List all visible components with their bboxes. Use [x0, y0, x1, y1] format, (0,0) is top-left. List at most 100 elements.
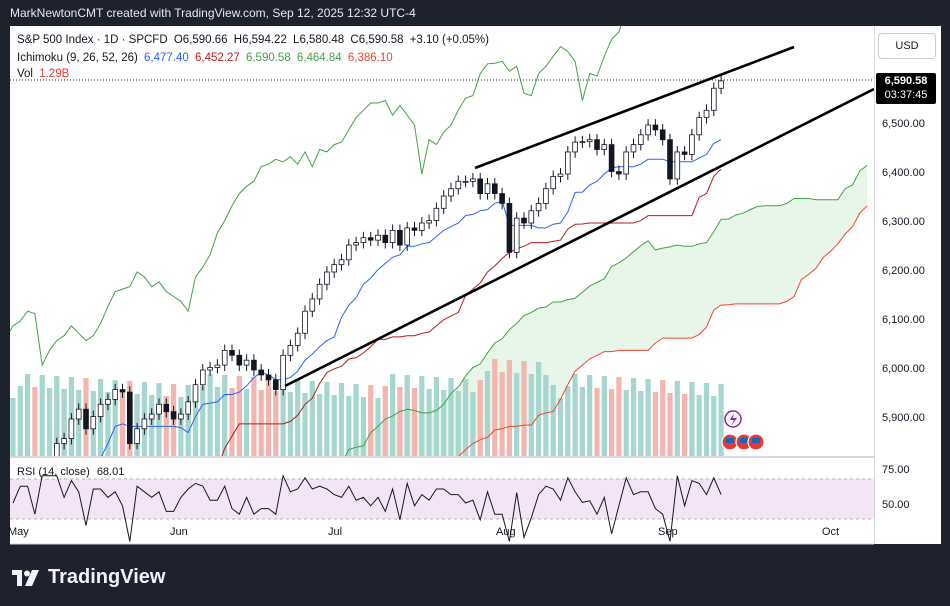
- legend-symbol-row: S&P 500 Index · 1D · SPCFD O6,590.66 H6,…: [17, 34, 492, 46]
- volume-bar: [601, 376, 607, 456]
- volume-bar: [499, 372, 505, 456]
- rsi-legend[interactable]: RSI (14, close) 68.01: [17, 466, 124, 478]
- candle-body: [703, 109, 710, 119]
- candle-body: [207, 367, 213, 371]
- candle-body: [696, 117, 702, 136]
- candle-body: [265, 374, 272, 381]
- volume-bar: [506, 360, 512, 456]
- chart-misc: [10, 79, 874, 451]
- candle-body: [302, 310, 308, 334]
- legend-open: O6,590.66: [173, 34, 228, 46]
- volume-bar: [660, 380, 666, 456]
- volume-bar: [689, 382, 695, 456]
- volume-bar: [222, 375, 228, 456]
- volume-bar: [353, 384, 359, 456]
- volume-bar: [411, 388, 418, 456]
- candle-body: [616, 171, 622, 175]
- volume-bar: [390, 374, 396, 456]
- candle-body: [448, 188, 454, 197]
- ichimoku-span-a-line: [344, 165, 868, 456]
- candle-body: [338, 259, 345, 266]
- tradingview-footer: TradingView: [12, 566, 165, 589]
- legend-volume-row[interactable]: Vol 1.29B: [17, 68, 72, 80]
- volume-bar: [39, 375, 45, 456]
- legend-low: L6,580.48: [293, 34, 345, 46]
- volume-bar: [492, 359, 498, 456]
- currency-button[interactable]: USD: [878, 33, 936, 59]
- candle-body: [199, 369, 206, 386]
- volume-bar: [638, 391, 644, 456]
- candle-body: [251, 359, 257, 371]
- last-price-label: 6,590.58 03:37:45: [876, 73, 936, 104]
- candle-body: [535, 202, 542, 212]
- legend-ichimoku-row[interactable]: Ichimoku (9, 26, 52, 26) 6,477.40 6,452.…: [17, 52, 396, 64]
- rsi-band: [10, 479, 874, 519]
- ichimoku-span-b-line: [458, 205, 868, 456]
- volume-bar: [280, 379, 286, 456]
- candle-body: [652, 124, 659, 131]
- volume-bar: [251, 377, 257, 456]
- candle-body: [243, 359, 250, 366]
- volume-bar: [609, 389, 615, 456]
- time-tick-label: Sep: [658, 526, 678, 538]
- candle-body: [214, 364, 221, 368]
- volume-bar: [718, 384, 724, 456]
- candle-body: [455, 180, 462, 190]
- legend-ichimoku-label[interactable]: Ichimoku (9, 26, 52, 26): [17, 52, 138, 64]
- volume-bar: [309, 381, 315, 456]
- price-tick-label: 6,200.00: [882, 265, 925, 277]
- volume-bar: [550, 385, 556, 456]
- volume-bar: [302, 393, 308, 456]
- rsi-value: 68.01: [96, 466, 125, 478]
- volume-bar: [112, 380, 118, 456]
- candle-body: [331, 264, 337, 273]
- price-axis[interactable]: [874, 26, 941, 544]
- volume-bar: [32, 387, 38, 456]
- volume-bar: [484, 371, 491, 456]
- volume-bar: [579, 387, 585, 456]
- volume-bar: [207, 374, 213, 456]
- candle-body: [360, 237, 367, 243]
- rsi-line: [12, 474, 722, 542]
- volume-bar: [192, 398, 199, 456]
- volume-bar: [623, 390, 629, 456]
- legend-ichimoku-span-b: 6,386.10: [347, 52, 393, 64]
- candle-body: [382, 234, 389, 243]
- volume-bar: [426, 389, 432, 456]
- candle-body: [272, 379, 279, 390]
- volume-bar: [54, 376, 60, 456]
- us-flag-stripe: [726, 438, 734, 443]
- volume-bar: [200, 386, 206, 456]
- candle-body: [375, 234, 381, 241]
- ichimoku-cloud-fill: [345, 165, 868, 456]
- last-price-value: 6,590.58: [884, 75, 928, 87]
- candle-body: [630, 144, 637, 153]
- volume-bar: [477, 380, 483, 456]
- candle-body: [75, 408, 82, 420]
- volume-bar: [185, 385, 191, 456]
- candle-body: [294, 332, 301, 346]
- candle-body: [711, 87, 717, 111]
- rsi-label[interactable]: RSI (14, close): [17, 466, 90, 478]
- volume-bar: [528, 374, 534, 456]
- ichimoku-lagging-line: [10, 26, 622, 367]
- candle-body: [681, 151, 688, 155]
- volume-bar: [236, 376, 242, 456]
- volume-bar: [594, 388, 600, 456]
- candle-body: [418, 222, 425, 231]
- price-tick-label: 5,900.00: [882, 412, 925, 424]
- volume-bar: [368, 385, 374, 456]
- candle-body: [61, 438, 67, 444]
- candle-body: [601, 144, 608, 150]
- candle-body: [674, 151, 681, 180]
- volume-bar: [572, 374, 578, 456]
- legend-symbol[interactable]: S&P 500 Index · 1D · SPCFD: [17, 34, 168, 46]
- volume-bar: [178, 397, 184, 456]
- volume-bar: [557, 398, 564, 456]
- candle-body: [513, 217, 520, 253]
- volume-bar: [674, 381, 680, 456]
- volume-bar: [324, 382, 330, 456]
- legend-volume-label[interactable]: Vol: [17, 68, 33, 80]
- volume-bar: [258, 390, 264, 456]
